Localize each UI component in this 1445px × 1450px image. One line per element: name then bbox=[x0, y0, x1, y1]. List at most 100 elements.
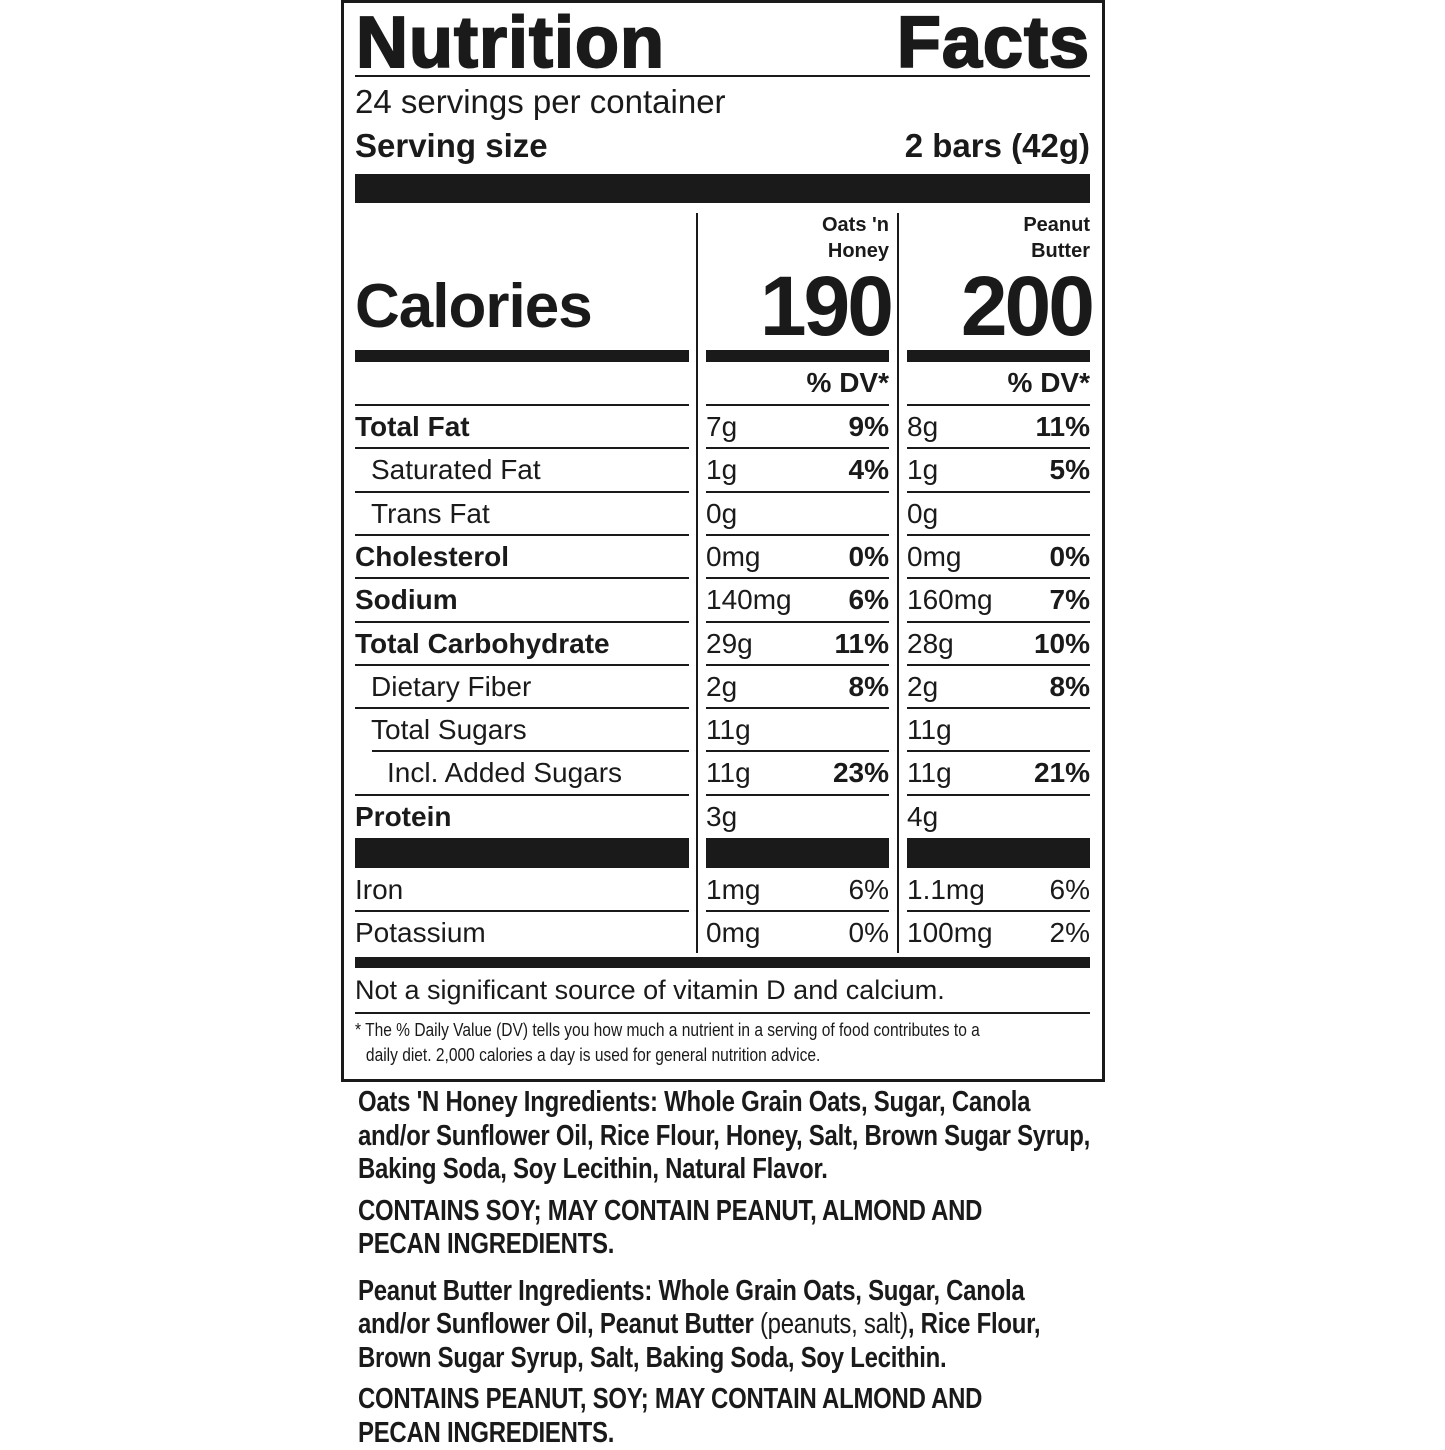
divider bbox=[706, 793, 889, 796]
nutrient-amount: 3g bbox=[706, 800, 738, 832]
nutrient-daily-value bbox=[812, 708, 889, 751]
nutrient-daily-value: 11% bbox=[834, 627, 890, 659]
ingredients-text: Peanut Butter Ingredients: Whole Grain O… bbox=[358, 1274, 1025, 1341]
nutrient-daily-value bbox=[1013, 795, 1090, 838]
divider bbox=[907, 447, 1090, 450]
divider bbox=[372, 750, 689, 753]
oats-honey-ingredients: Oats 'N Honey Ingredients: Whole Grain O… bbox=[358, 1086, 1091, 1185]
product-name-peanut-butter: Peanut Butter bbox=[907, 212, 1090, 264]
divider bbox=[355, 577, 689, 580]
nutrient-daily-value: 8% bbox=[1049, 670, 1090, 702]
nutrient-amount: 11g bbox=[706, 714, 751, 746]
nutrient-amount: 1mg bbox=[706, 874, 761, 905]
column-divider bbox=[897, 213, 899, 953]
divider bbox=[706, 490, 889, 493]
nutrient-amount: 28g bbox=[907, 627, 954, 659]
product-name-line: Peanut bbox=[1023, 214, 1090, 236]
nutrient-daily-value: 9% bbox=[848, 411, 889, 442]
nutrient-amount: 2g bbox=[907, 670, 939, 702]
nutrient-amount: 8g bbox=[907, 411, 939, 442]
divider bbox=[706, 577, 889, 580]
nutrient-label: Total Carbohydrate bbox=[355, 627, 610, 659]
divider bbox=[907, 620, 1090, 623]
nutrient-daily-value: 5% bbox=[1049, 454, 1090, 486]
nutrient-label: Sodium bbox=[355, 584, 458, 616]
column-divider bbox=[696, 213, 698, 953]
nutrient-label: Potassium bbox=[355, 916, 486, 948]
divider bbox=[907, 404, 1090, 406]
nutrient-label: Protein bbox=[355, 800, 452, 832]
servings-per-container: 24 servings per container bbox=[355, 83, 726, 120]
nutrition-facts-panel bbox=[341, 0, 1105, 1082]
divider bbox=[907, 533, 1090, 536]
nutrient-amount: 29g bbox=[706, 627, 753, 659]
oats-honey-allergens: CONTAINS SOY; MAY CONTAIN PEANUT, ALMOND… bbox=[358, 1194, 983, 1261]
nutrient-label: Total Fat bbox=[355, 411, 470, 442]
nutrient-daily-value: 21% bbox=[1033, 757, 1090, 789]
thick-divider bbox=[355, 174, 1090, 203]
footnote-line: * The % Daily Value (DV) tells you how m… bbox=[355, 1019, 980, 1040]
divider bbox=[907, 750, 1090, 753]
nutrient-amount: 1g bbox=[907, 454, 939, 486]
nutrient-daily-value: 0% bbox=[848, 916, 889, 948]
thick-divider bbox=[355, 957, 1090, 968]
serving-size-value: 2 bars (42g) bbox=[904, 127, 1090, 164]
calories-label: Calories bbox=[355, 272, 593, 341]
divider bbox=[706, 404, 889, 406]
divider bbox=[907, 577, 1090, 580]
nutrient-daily-value: 6% bbox=[848, 874, 889, 905]
divider bbox=[355, 75, 1090, 77]
title-word-1: Nutrition bbox=[355, 2, 665, 84]
divider bbox=[355, 707, 689, 710]
thick-divider bbox=[706, 838, 889, 868]
ingredients-text-subingredients: (peanuts, salt) bbox=[759, 1308, 908, 1340]
calories-oats-honey: 190 bbox=[759, 259, 894, 353]
divider bbox=[907, 793, 1090, 796]
peanut-butter-ingredients: Peanut Butter Ingredients: Whole Grain O… bbox=[358, 1275, 1098, 1376]
nutrient-amount: 11g bbox=[907, 757, 952, 789]
nutrient-amount: 7g bbox=[706, 411, 738, 442]
divider bbox=[706, 620, 889, 623]
nutrient-daily-value: 10% bbox=[1033, 627, 1090, 659]
calories-peanut-butter: 200 bbox=[960, 259, 1095, 353]
nutrient-label: Saturated Fat bbox=[371, 454, 541, 486]
nutrient-daily-value bbox=[1013, 492, 1090, 535]
nutrient-amount: 11g bbox=[706, 757, 751, 789]
divider bbox=[355, 490, 689, 493]
divider bbox=[355, 909, 689, 912]
nutrient-amount: 11g bbox=[907, 714, 952, 746]
nutrient-daily-value: 23% bbox=[832, 757, 889, 789]
divider bbox=[907, 663, 1090, 666]
nutrient-amount: 1g bbox=[706, 454, 738, 486]
divider bbox=[907, 909, 1090, 912]
divider bbox=[355, 793, 689, 796]
nutrient-amount: 100mg bbox=[907, 916, 993, 948]
dv-header-peanut-butter: % DV* bbox=[1007, 367, 1090, 398]
nutrient-label: Iron bbox=[355, 874, 404, 905]
nutrient-daily-value: 6% bbox=[848, 584, 889, 616]
nutrient-daily-value: 0% bbox=[1049, 540, 1090, 572]
divider bbox=[355, 533, 689, 536]
nutrient-amount: 0mg bbox=[706, 916, 761, 948]
divider bbox=[355, 620, 689, 623]
ingredients-text: , Rice Flour, Brown Sugar Syrup, Salt, B… bbox=[358, 1308, 1041, 1374]
nutrient-amount: 1.1mg bbox=[907, 874, 985, 905]
divider bbox=[706, 750, 889, 753]
product-name-oats-honey: Oats 'n Honey bbox=[706, 212, 889, 264]
nutrition-facts-title: Nutrition Facts bbox=[355, 2, 1090, 84]
nutrient-label: Dietary Fiber bbox=[371, 670, 532, 702]
nutrient-label: Incl. Added Sugars bbox=[387, 757, 623, 789]
peanut-butter-allergens: CONTAINS PEANUT, SOY; MAY CONTAIN ALMOND… bbox=[358, 1383, 983, 1449]
nutrient-amount: 0mg bbox=[907, 540, 962, 572]
nutrient-label: Total Sugars bbox=[371, 714, 527, 746]
thick-divider bbox=[907, 350, 1090, 362]
nutrient-daily-value bbox=[812, 795, 889, 838]
nutrient-label: Cholesterol bbox=[355, 540, 510, 572]
nutrient-amount: 0g bbox=[706, 497, 738, 529]
product-name-line: Honey bbox=[827, 240, 889, 262]
divider bbox=[706, 909, 889, 912]
nutrient-amount: 4g bbox=[907, 800, 939, 832]
divider bbox=[355, 663, 689, 666]
divider bbox=[355, 404, 689, 406]
product-name-line: Butter bbox=[1031, 240, 1090, 262]
